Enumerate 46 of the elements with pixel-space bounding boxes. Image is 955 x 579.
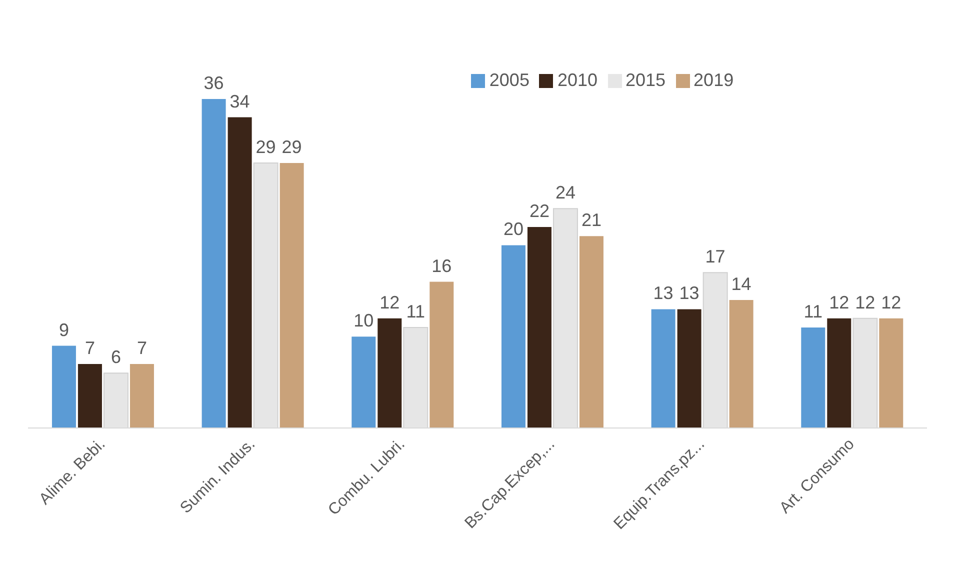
bar [202, 99, 226, 428]
data-label: 7 [84, 338, 95, 358]
data-label: 20 [503, 219, 524, 240]
data-label: 14 [731, 274, 752, 294]
legend-label: 2019 [694, 70, 734, 90]
data-label: 12 [855, 292, 876, 312]
data-label: 16 [432, 256, 452, 276]
data-label: 11 [804, 301, 822, 322]
data-label: 22 [529, 200, 550, 221]
bar [501, 245, 526, 428]
data-label: 10 [354, 310, 374, 331]
bar [729, 300, 754, 428]
data-label: 12 [881, 292, 902, 312]
data-label: 17 [705, 246, 726, 267]
data-label: 13 [679, 283, 700, 304]
bar [130, 364, 154, 428]
bar [280, 162, 304, 428]
bar [651, 309, 676, 428]
bar [801, 327, 826, 428]
data-label: 9 [58, 320, 69, 340]
legend-label: 2015 [626, 70, 666, 90]
bar [677, 309, 702, 428]
bar [579, 236, 604, 428]
data-label: 12 [829, 292, 850, 312]
bar [430, 282, 454, 428]
bar [378, 318, 402, 428]
data-label: 24 [555, 182, 576, 203]
bar [78, 364, 102, 428]
data-label: 7 [136, 338, 147, 358]
data-label: 34 [230, 91, 250, 112]
bar [52, 346, 76, 428]
legend-label: 2010 [557, 70, 598, 90]
data-label: 29 [282, 136, 302, 157]
data-label: 29 [256, 136, 276, 157]
bar [352, 336, 376, 428]
bar [527, 226, 552, 428]
data-label: 13 [653, 283, 674, 304]
data-label: 12 [380, 292, 400, 312]
data-label: 21 [581, 210, 602, 230]
legend-label: 2005 [489, 70, 530, 90]
bar [879, 318, 904, 428]
bar [228, 117, 252, 428]
data-label: 36 [204, 73, 224, 93]
data-label: 6 [110, 347, 121, 368]
bar [827, 318, 852, 428]
data-label: 11 [406, 301, 425, 322]
